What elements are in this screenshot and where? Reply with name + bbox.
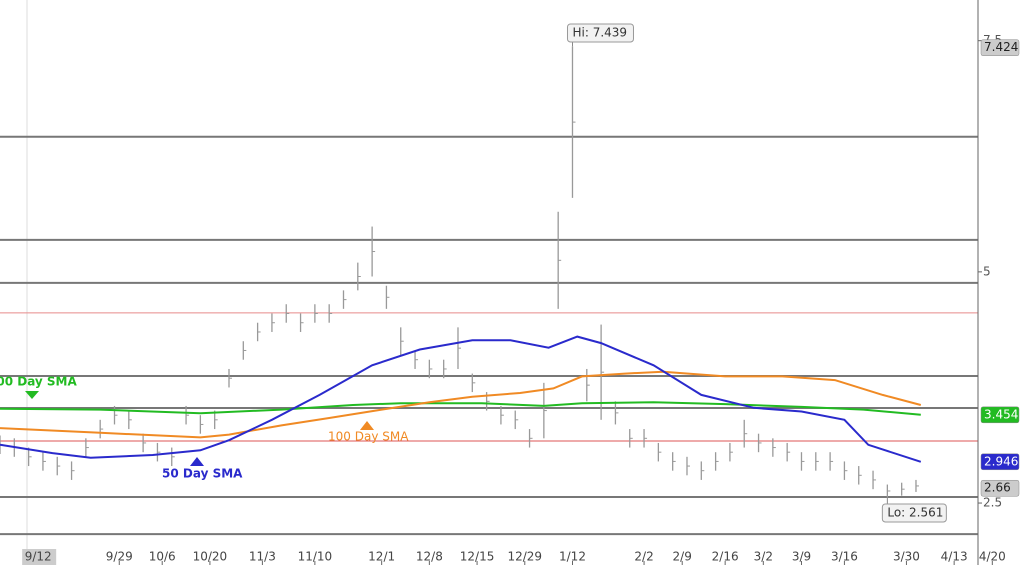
x-tick-label: 3/16 (831, 550, 858, 564)
sma-value-label-box (980, 406, 1020, 424)
x-tick-label: 11/10 (298, 550, 333, 564)
x-tick-label: 10/20 (193, 550, 228, 564)
sma-marker (25, 391, 39, 399)
x-tick-label: 9/12 (25, 550, 52, 564)
sma-label: 200 Day SMA (0, 375, 78, 389)
sma-value-label-box (980, 453, 1020, 471)
x-tick-label: 3/2 (754, 550, 773, 564)
x-tick-label: 11/3 (249, 550, 276, 564)
x-tick-highlight (22, 549, 57, 565)
sma-line (0, 401, 921, 416)
x-tick-label: 3/30 (893, 550, 920, 564)
sma-line (0, 370, 922, 439)
x-tick-label: 12/1 (368, 550, 395, 564)
x-tick-label: 12/29 (507, 550, 542, 564)
y-tick-label: 2.5 (983, 496, 1002, 510)
sma-marker (190, 457, 204, 466)
high-annotation: Hi: 7.439 (572, 26, 627, 40)
x-tick-label: 4/20 (979, 550, 1006, 564)
annotation-box (566, 23, 634, 43)
x-tick-label: 10/6 (149, 550, 176, 564)
sma-value-label: 3.454 (984, 407, 1018, 421)
x-tick-label: 12/15 (460, 550, 495, 564)
sma-value-label: 2.946 (984, 454, 1018, 468)
x-tick-label: 2/9 (673, 550, 692, 564)
price-label: 7.424 (984, 40, 1018, 54)
sma-line (0, 335, 922, 463)
x-tick-label: 9/29 (106, 550, 133, 564)
sma-marker (360, 421, 374, 430)
x-tick-label: 1/12 (559, 550, 586, 564)
x-tick-label: 2/2 (634, 550, 653, 564)
x-tick-label: 12/8 (416, 550, 443, 564)
sma-label: 100 Day SMA (328, 430, 409, 444)
x-tick-label: 2/16 (712, 550, 739, 564)
y-tick-label: 5 (983, 264, 991, 278)
low-annotation: Lo: 2.561 (887, 506, 943, 520)
x-tick-label: 3/9 (792, 550, 811, 564)
price-label-box (980, 39, 1020, 56)
axis-panel (978, 0, 1024, 565)
annotation-box (881, 503, 947, 523)
price-label-box (980, 479, 1020, 497)
sma-label: 50 Day SMA (162, 467, 243, 481)
x-tick-label: 4/13 (941, 550, 968, 564)
price-label: 2.66 (984, 481, 1011, 495)
